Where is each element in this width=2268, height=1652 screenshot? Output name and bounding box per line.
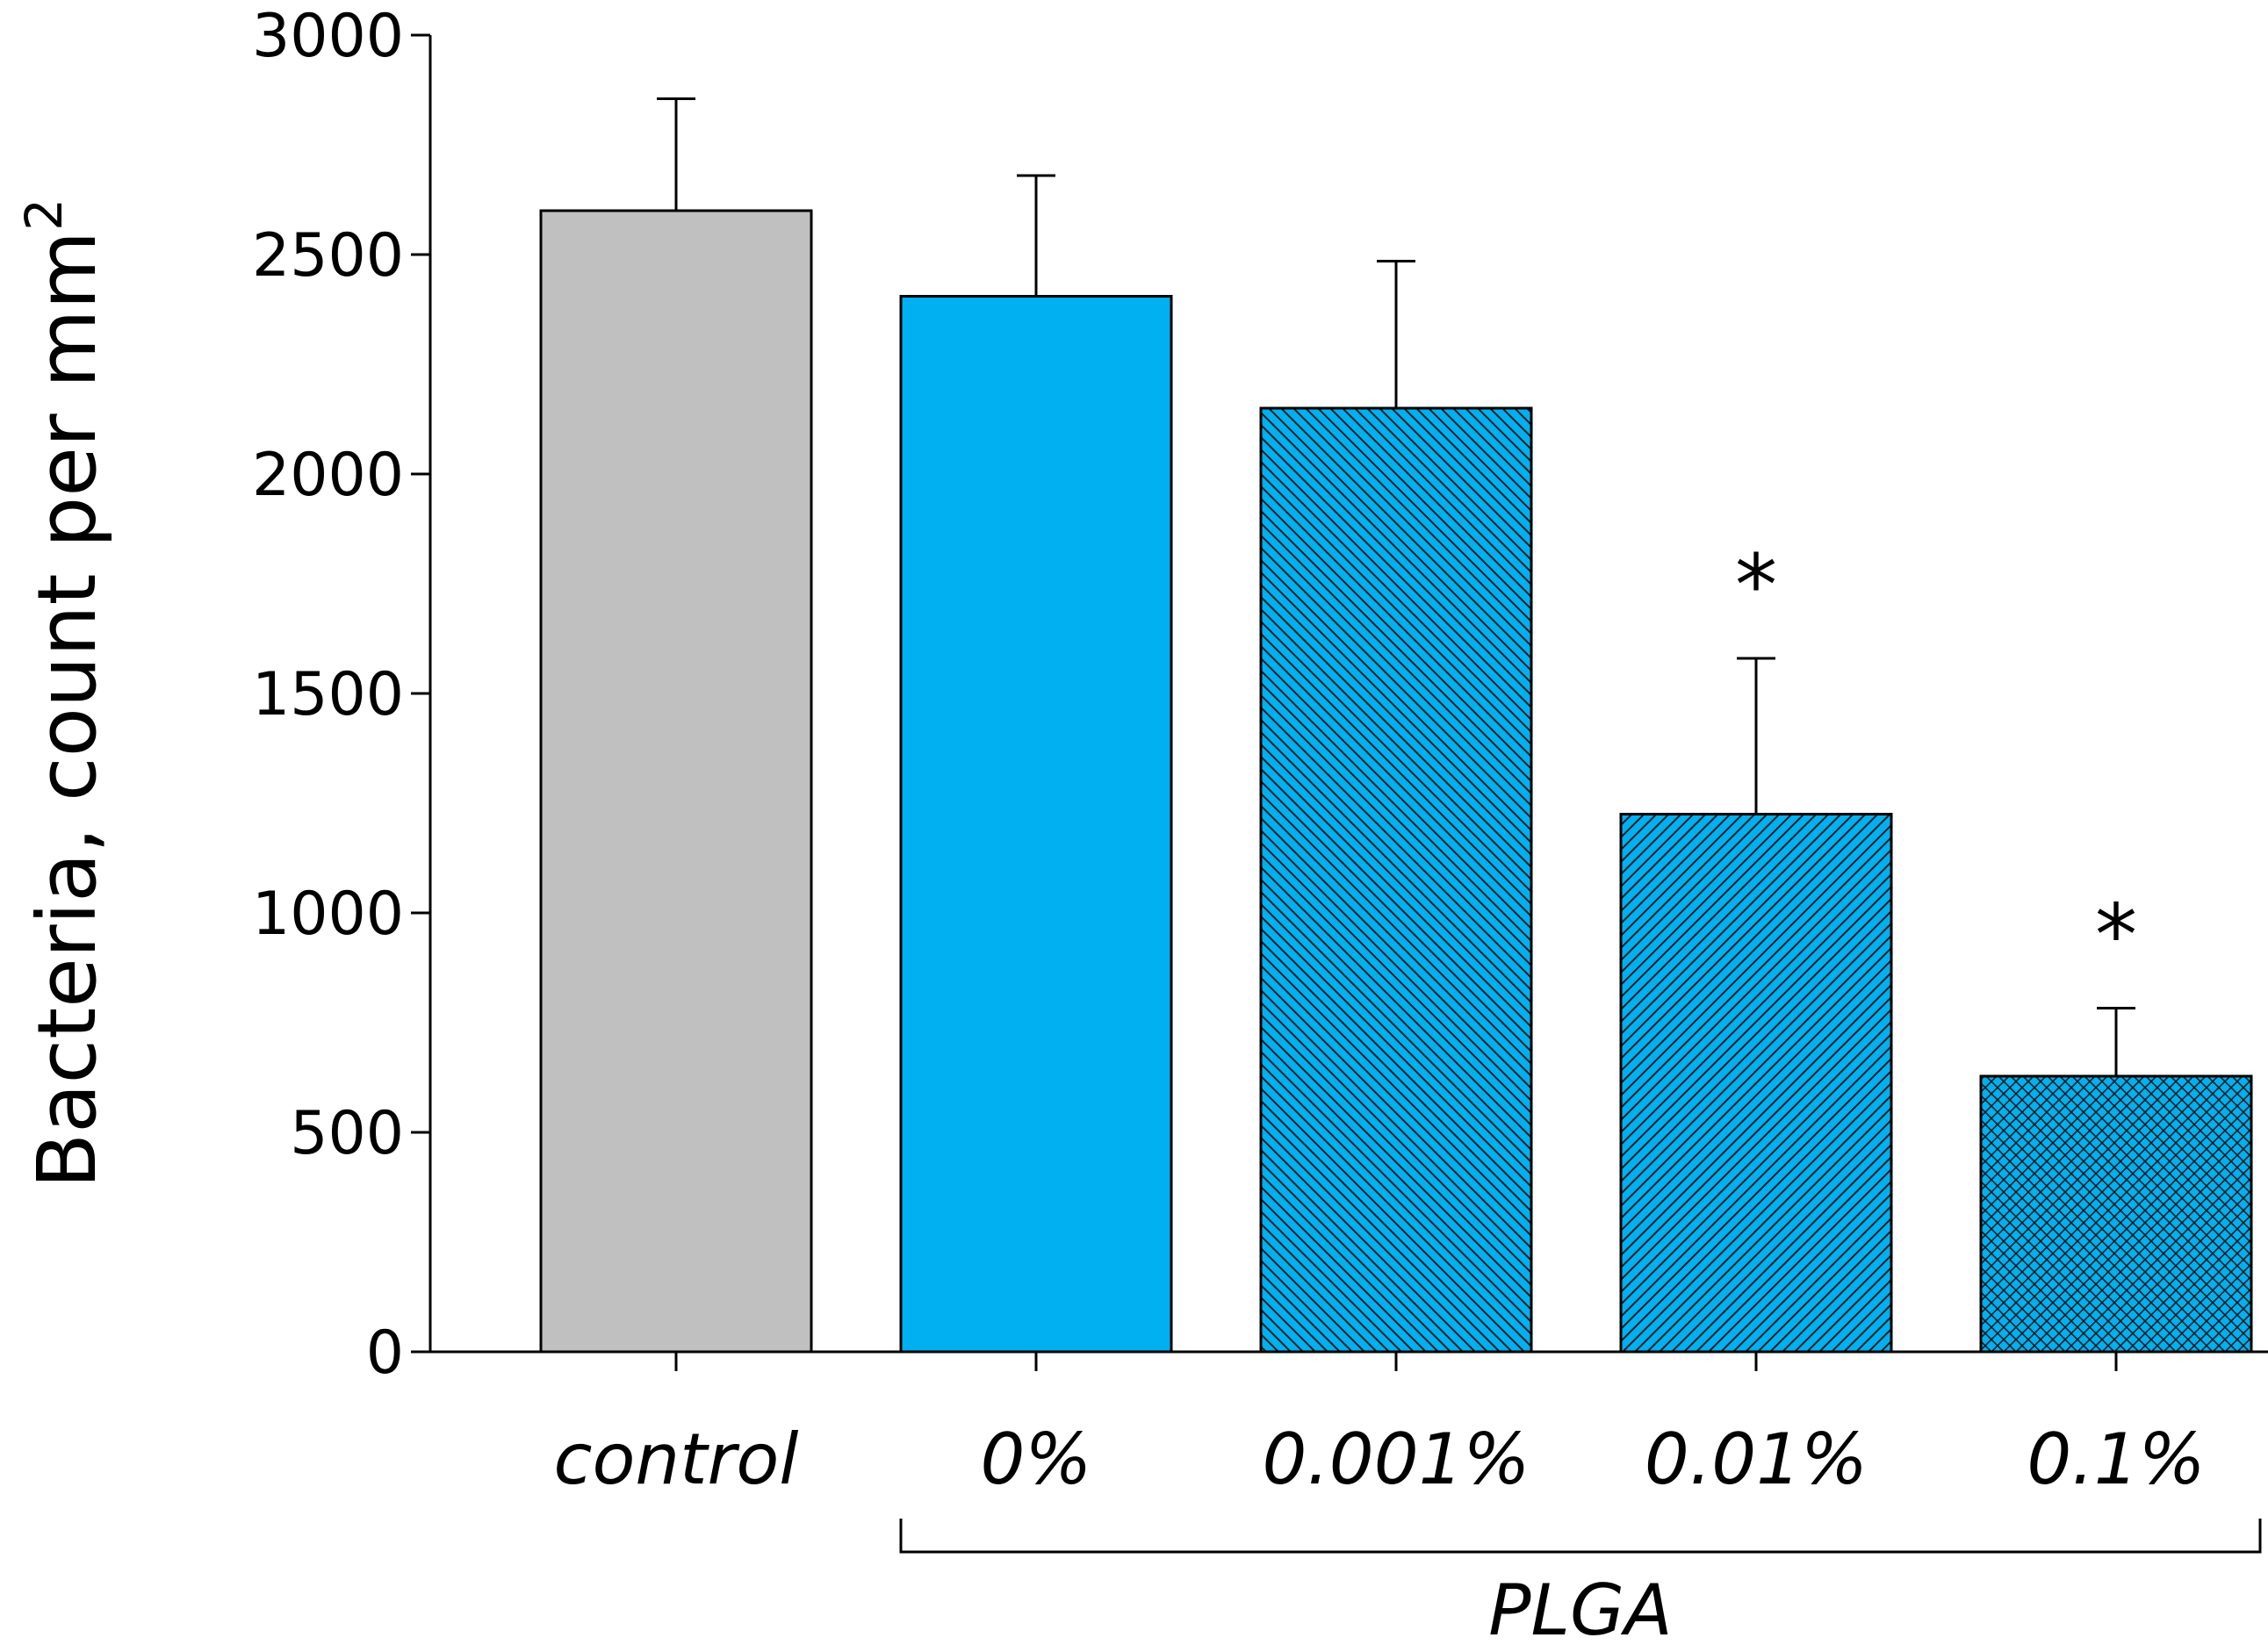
bar-4: [1979, 1074, 2253, 1354]
bar-2: [1259, 406, 1533, 1354]
group-label: PLGA: [1488, 1569, 1673, 1651]
bar-1: [899, 295, 1173, 1354]
x-tick-label: 0.01%: [1645, 1419, 1868, 1500]
x-tick-label: 0%: [981, 1419, 1092, 1500]
x-tick-label: 0.001%: [1262, 1419, 1530, 1500]
y-tick-label: 0: [366, 1318, 404, 1388]
y-tick-label: 2500: [252, 221, 404, 291]
significance-marker: *: [2095, 887, 2137, 985]
labels: 0 500 1000 1500 2000 2500 3000 control 0% 0.001% 0…: [252, 2, 2206, 1651]
bar-0: [539, 209, 813, 1354]
y-axis-title: Bacteria, count per mm2: [14, 198, 114, 1189]
y-tick-label: 1500: [252, 660, 404, 729]
y-axis-title-main: Bacteria, count per mm: [20, 231, 114, 1189]
bar-3: [1619, 813, 1893, 1354]
y-axis-title-superscript: 2: [14, 198, 74, 231]
y-tick-label: 3000: [252, 2, 404, 71]
significance-marker: *: [1735, 536, 1777, 635]
bars: [539, 97, 2253, 1354]
y-axis-title-text: Bacteria, count per mm2: [14, 198, 114, 1189]
group-bracket: [899, 1519, 2262, 1554]
y-tick-label: 1000: [252, 880, 404, 949]
y-tick-label: 2000: [252, 441, 404, 510]
x-tick-label: 0.1%: [2027, 1419, 2205, 1500]
y-tick-label: 500: [290, 1099, 404, 1168]
x-tick-label: control: [553, 1419, 798, 1500]
